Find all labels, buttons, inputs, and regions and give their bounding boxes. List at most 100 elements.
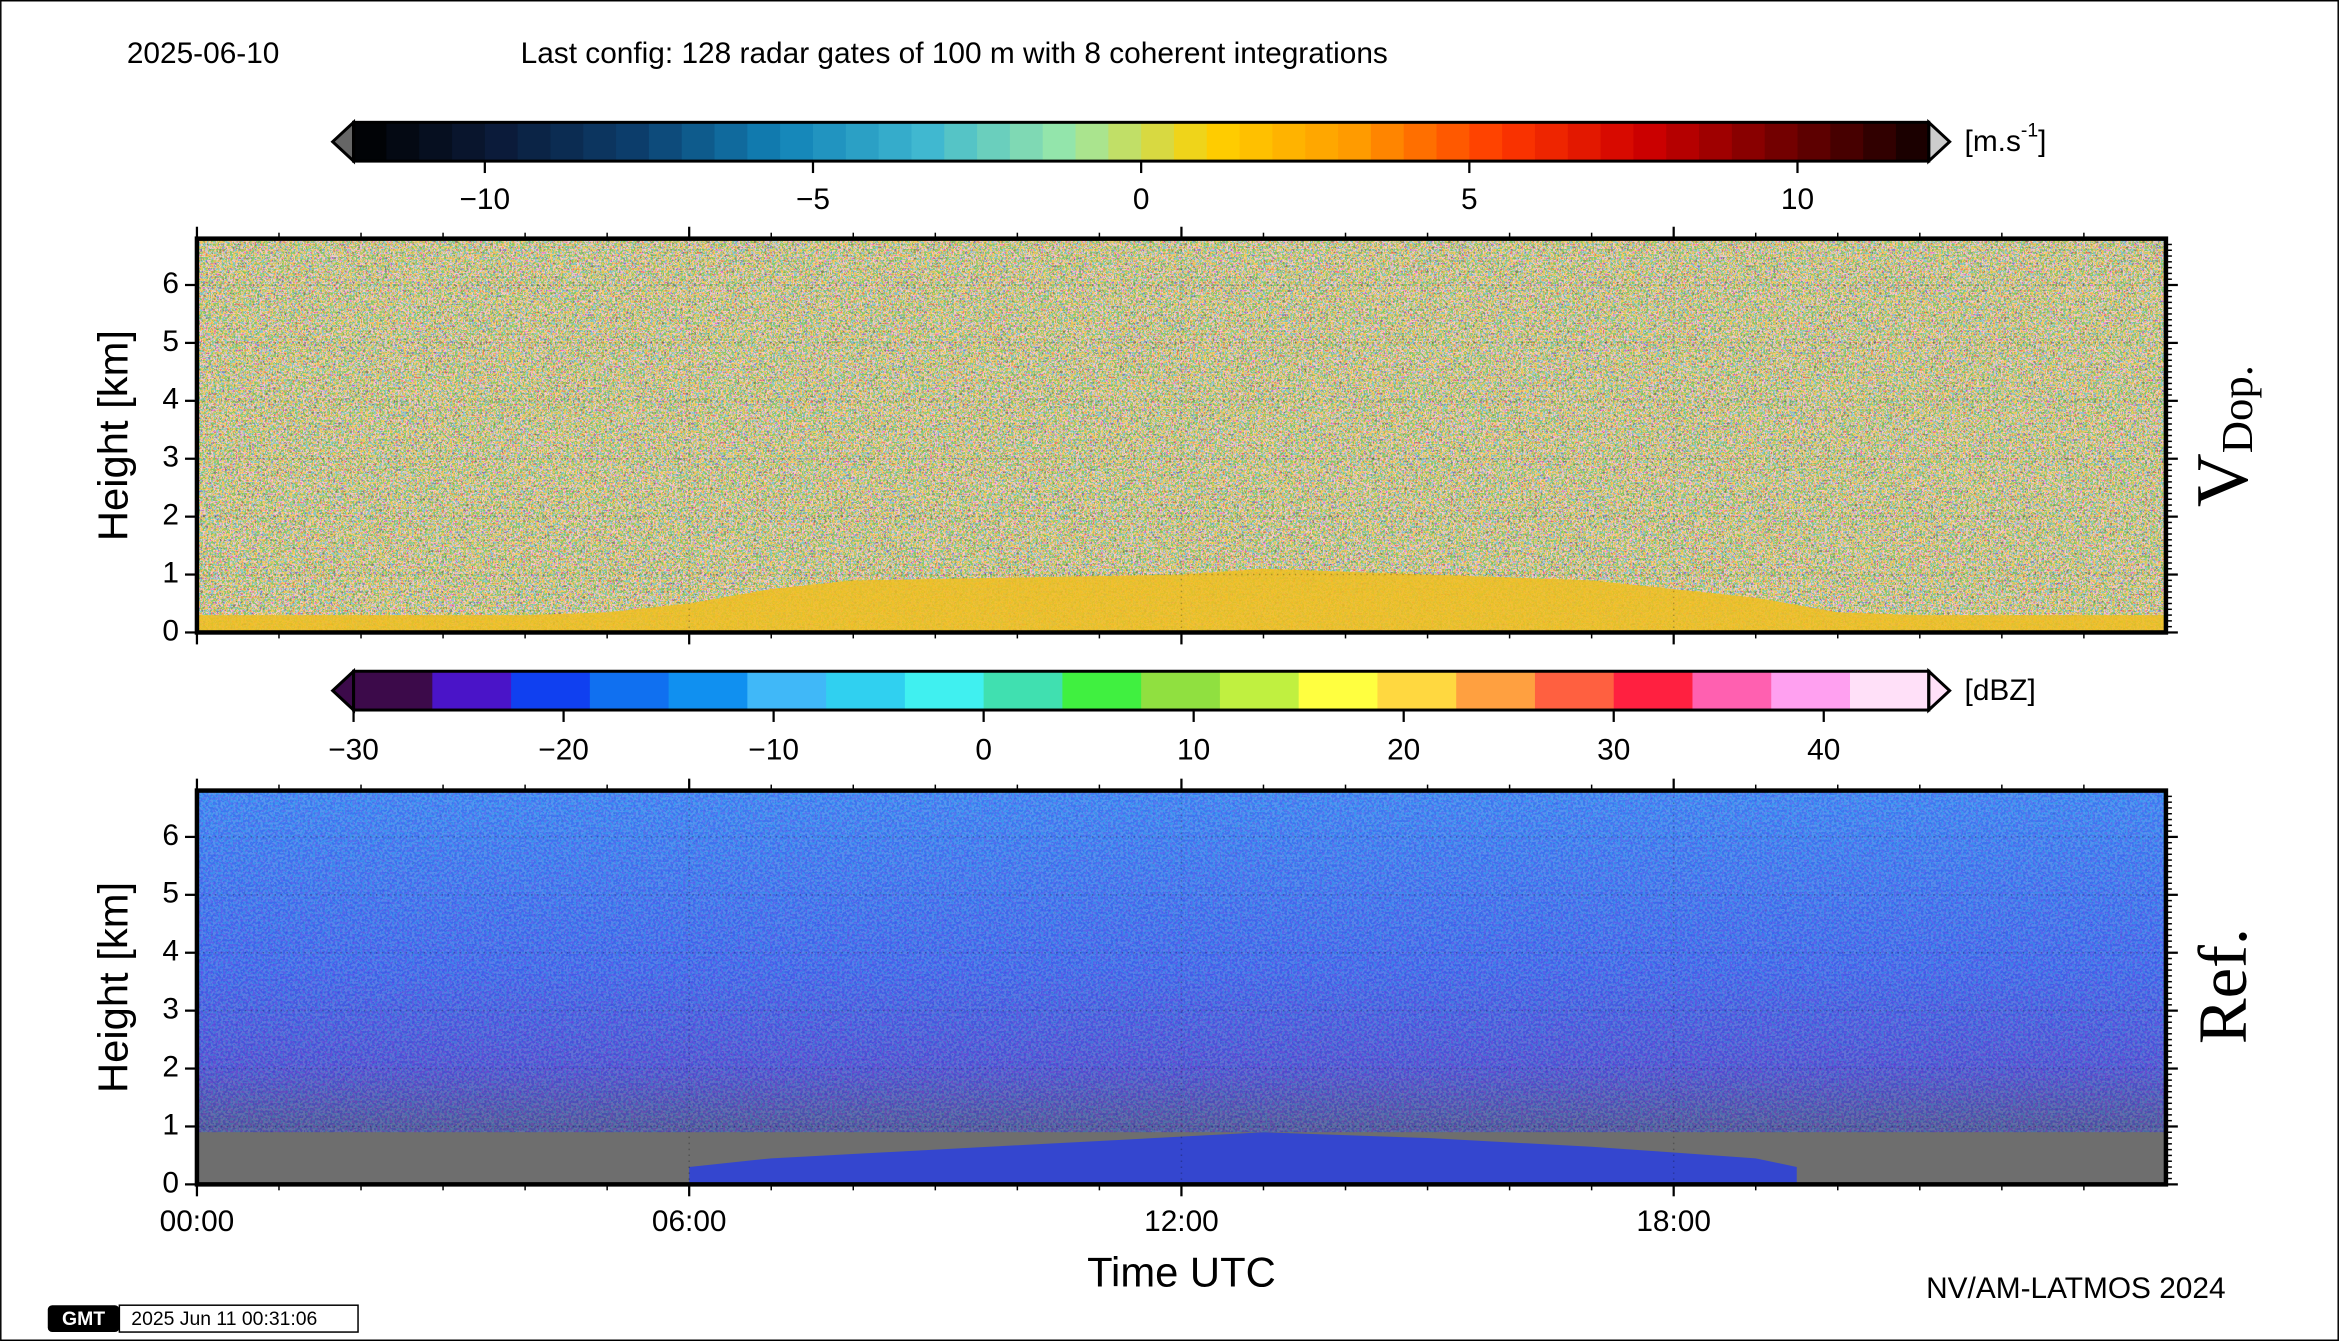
date: 2025-06-10 — [127, 37, 280, 70]
colorbar-tick-label: −20 — [538, 734, 589, 767]
colorbar-tick-label: 0 — [975, 734, 992, 767]
colorbar-tick-label: 20 — [1387, 734, 1420, 767]
colorbar-cell — [1338, 122, 1372, 162]
colorbar-tick-label: −5 — [796, 183, 830, 216]
colorbar-cell — [1042, 122, 1077, 162]
y-axis-label: Height [km] — [89, 330, 136, 541]
colorbar-cell — [1600, 122, 1635, 162]
y-tick-label: 6 — [162, 819, 179, 852]
colorbar-cell — [1456, 671, 1536, 711]
colorbar-cell — [1731, 122, 1766, 162]
colorbar-cell — [1633, 122, 1667, 162]
colorbar-cell — [780, 122, 814, 162]
colorbar-cell — [1436, 122, 1471, 162]
colorbar-cell — [1502, 122, 1536, 162]
colorbar-tick-label: 30 — [1597, 734, 1630, 767]
colorbar-cell — [1239, 122, 1274, 162]
colorbar-tick-label: −10 — [460, 183, 511, 216]
colorbar-cell — [1141, 671, 1221, 711]
colorbar-tick-label: −30 — [328, 734, 379, 767]
colorbar-cell — [977, 122, 1011, 162]
colorbar-cell — [1534, 122, 1569, 162]
y-tick-label: 4 — [162, 935, 179, 968]
colorbar-cell — [616, 122, 650, 162]
colorbar-cell — [1206, 122, 1241, 162]
colorbar-cell — [1141, 122, 1175, 162]
colorbar-cell — [550, 122, 585, 162]
colorbar-tick-label: 5 — [1461, 183, 1478, 216]
colorbar-cell — [714, 122, 749, 162]
y-tick-label: 3 — [162, 441, 179, 474]
colorbar-cell — [1863, 122, 1897, 162]
colorbar-cell — [878, 122, 913, 162]
y-tick-label: 1 — [162, 556, 179, 589]
colorbar-cell — [452, 122, 486, 162]
colorbar-cell — [517, 122, 552, 162]
y-axis-label: Height [km] — [89, 882, 136, 1093]
colorbar-cell — [1771, 671, 1851, 711]
y-tick-label: 5 — [162, 325, 179, 358]
colorbar-cell — [1370, 122, 1405, 162]
config: Last config: 128 radar gates of 100 m wi… — [521, 37, 1388, 70]
y-tick-label: 4 — [162, 383, 179, 416]
credit: NV/AM-LATMOS 2024 — [1926, 1272, 2225, 1305]
gmt-logo: GMT — [62, 1308, 105, 1330]
gmt-logo-bg — [47, 1305, 120, 1333]
gmt-stamp: 2025 Jun 11 00:31:06 — [131, 1308, 317, 1330]
layer — [689, 1132, 1797, 1185]
colorbar-cell — [681, 122, 716, 162]
y-tick-label: 1 — [162, 1108, 179, 1141]
colorbar-cell — [1272, 122, 1306, 162]
colorbar-cell — [583, 122, 617, 162]
x-tick-label: 06:00 — [652, 1205, 727, 1238]
y-tick-label: 2 — [162, 1050, 179, 1083]
colorbar-cell — [1764, 122, 1799, 162]
colorbar-cell — [747, 122, 781, 162]
layer — [196, 568, 2166, 633]
colorbar-cell — [1849, 671, 1930, 711]
colorbar-cell — [1173, 122, 1208, 162]
colorbar-cell — [826, 671, 906, 711]
colorbar-cell — [983, 671, 1064, 711]
colorbar-cell — [747, 671, 827, 711]
colorbar-cell — [386, 122, 420, 162]
colorbar-tick-label: 40 — [1807, 734, 1840, 767]
colorbar-cell — [1567, 122, 1602, 162]
panel-label: VDop. — [2182, 365, 2264, 507]
colorbar-cell — [1666, 122, 1700, 162]
y-tick-label: 2 — [162, 499, 179, 532]
colorbar-unit: [m.s-1] — [1965, 119, 2047, 158]
gmt-stamp-box — [118, 1304, 359, 1333]
colorbar-cell — [511, 671, 591, 711]
x-axis-label: Time UTC — [1087, 1248, 1276, 1295]
colorbar-cell — [353, 671, 434, 711]
colorbar-cell — [419, 122, 453, 162]
colorbar-cell — [1075, 122, 1110, 162]
colorbar-cell — [1219, 671, 1300, 711]
colorbar-cell — [944, 122, 978, 162]
colorbar-cell — [648, 122, 683, 162]
colorbar-cell — [1699, 122, 1733, 162]
colorbar-tick-label: 0 — [1133, 183, 1150, 216]
y-tick-label: 0 — [162, 1166, 179, 1199]
x-tick-label: 18:00 — [1636, 1205, 1711, 1238]
colorbar-cell — [432, 671, 512, 711]
colorbar-cell — [1062, 671, 1142, 711]
colorbar-cell — [668, 671, 749, 711]
y-tick-label: 5 — [162, 877, 179, 910]
colorbar-cell — [1305, 122, 1339, 162]
colorbar-cell — [353, 122, 388, 162]
colorbar-cell — [1403, 122, 1438, 162]
colorbar-cell — [1895, 122, 1930, 162]
y-tick-label: 6 — [162, 267, 179, 300]
colorbar-cell — [845, 122, 880, 162]
colorbar-cell — [1298, 671, 1379, 711]
colorbar-cell — [911, 122, 946, 162]
colorbar-cell — [1534, 671, 1615, 711]
colorbar-cell — [484, 122, 519, 162]
y-tick-label: 3 — [162, 993, 179, 1026]
colorbar-tick-label: 10 — [1781, 183, 1814, 216]
x-tick-label: 00:00 — [160, 1205, 235, 1238]
colorbar-cell — [589, 671, 670, 711]
x-tick-label: 12:00 — [1144, 1205, 1219, 1238]
